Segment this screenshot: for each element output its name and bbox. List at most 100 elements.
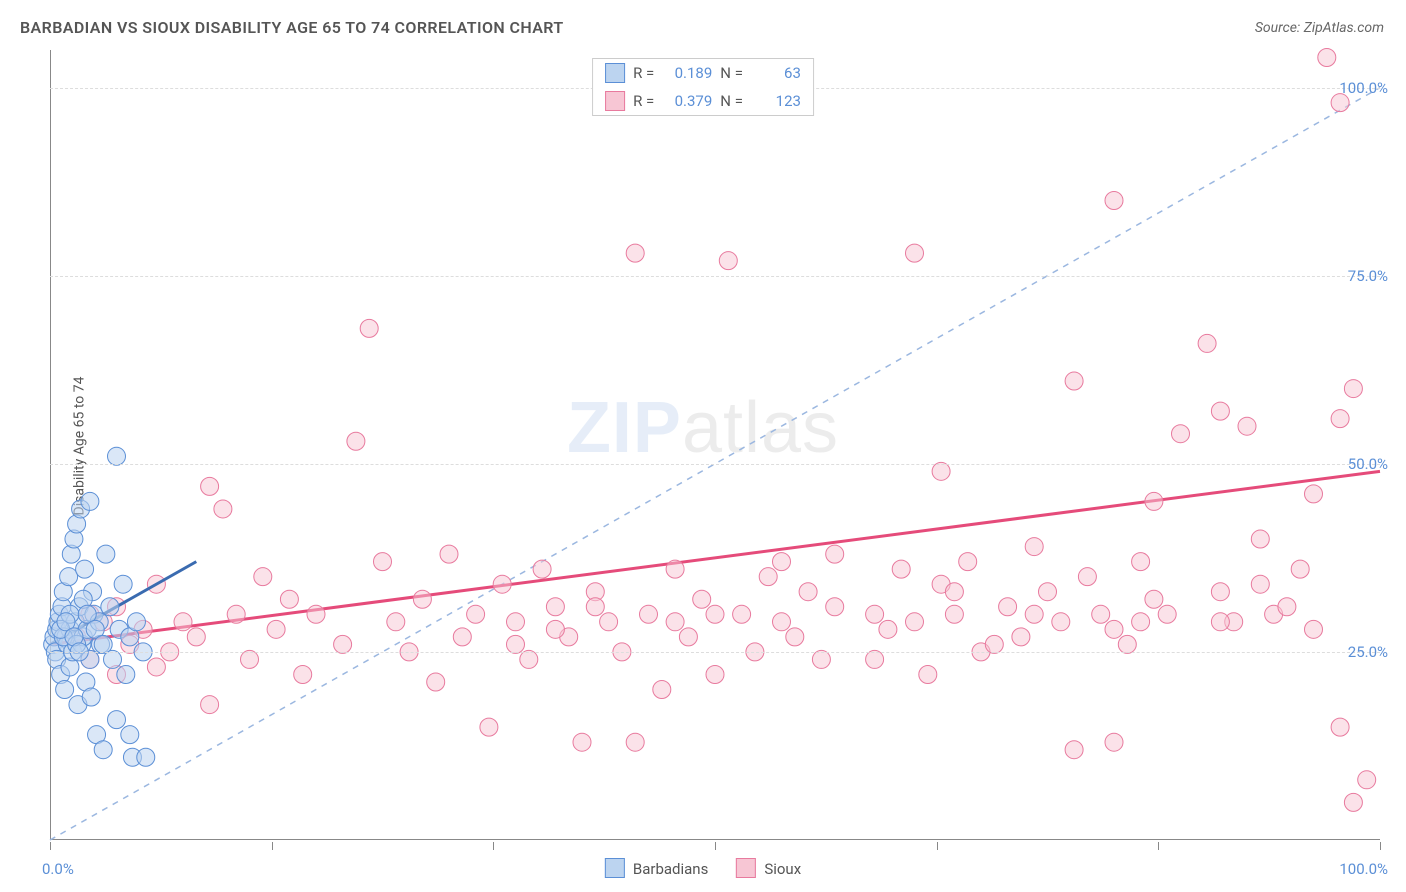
data-point-sioux [1158,605,1176,623]
data-point-barbadians [117,665,135,683]
data-point-sioux [374,553,392,571]
data-point-barbadians [121,726,139,744]
data-point-sioux [653,681,671,699]
data-point-sioux [1211,402,1229,420]
data-point-sioux [626,733,644,751]
series-legend: Barbadians Sioux [605,858,801,878]
data-point-sioux [1211,583,1229,601]
data-point-sioux [1132,613,1150,631]
data-point-sioux [706,665,724,683]
data-point-sioux [1132,553,1150,571]
data-point-sioux [985,635,1003,653]
legend-item-sioux: Sioux [736,858,801,878]
data-point-sioux [1025,538,1043,556]
data-point-sioux [1238,417,1256,435]
data-point-sioux [1065,741,1083,759]
data-point-sioux [147,658,165,676]
r-value-sioux: 0.379 [662,92,712,110]
n-label: N = [720,92,743,110]
data-point-sioux [693,590,711,608]
r-label: R = [633,92,654,110]
data-point-barbadians [82,688,100,706]
data-point-sioux [1344,793,1362,811]
data-point-sioux [360,319,378,337]
data-point-sioux [453,628,471,646]
data-point-sioux [214,500,232,518]
data-point-sioux [1145,590,1163,608]
chart-title: BARBADIAN VS SIOUX DISABILITY AGE 65 TO … [20,18,564,37]
x-axis-min-label: 0.0% [42,860,74,878]
data-point-sioux [294,665,312,683]
y-grid-label: 75.0% [1348,267,1388,285]
legend-row-sioux: R = 0.379 N = 123 [593,87,813,115]
data-point-sioux [1211,613,1229,631]
data-point-sioux [1145,492,1163,510]
data-point-barbadians [97,545,115,563]
data-point-sioux [440,545,458,563]
gridline [50,464,1380,465]
data-point-sioux [640,605,658,623]
data-point-sioux [1105,733,1123,751]
x-tick [493,842,494,850]
data-point-sioux [773,553,791,571]
swatch-sioux [605,91,625,111]
data-point-sioux [999,598,1017,616]
data-point-sioux [1291,560,1309,578]
r-label: R = [633,64,654,82]
data-point-sioux [945,605,963,623]
data-point-sioux [533,560,551,578]
data-point-sioux [799,583,817,601]
data-point-sioux [733,605,751,623]
data-point-sioux [786,628,804,646]
y-grid-label: 25.0% [1348,643,1388,661]
data-point-sioux [586,598,604,616]
data-point-sioux [1039,583,1057,601]
data-point-sioux [201,477,219,495]
legend-item-barbadians: Barbadians [605,858,708,878]
legend-row-barbadians: R = 0.189 N = 63 [593,59,813,87]
data-point-sioux [187,628,205,646]
data-point-sioux [267,620,285,638]
data-point-barbadians [114,575,132,593]
swatch-barbadians-bottom [605,858,625,878]
x-tick [715,842,716,850]
legend-label-sioux: Sioux [764,860,801,878]
data-point-sioux [467,605,485,623]
data-point-sioux [866,605,884,623]
data-point-sioux [1344,380,1362,398]
data-point-sioux [254,568,272,586]
data-point-sioux [932,462,950,480]
data-point-sioux [201,696,219,714]
data-point-sioux [959,553,977,571]
legend-label-barbadians: Barbadians [633,860,708,878]
data-point-sioux [1012,628,1030,646]
x-tick [1158,842,1159,850]
data-point-sioux [945,583,963,601]
data-point-sioux [1198,334,1216,352]
data-point-sioux [1318,49,1336,67]
chart-root: BARBADIAN VS SIOUX DISABILITY AGE 65 TO … [0,0,1406,892]
data-point-sioux [480,718,498,736]
data-point-sioux [826,598,844,616]
data-point-barbadians [94,741,112,759]
data-point-sioux [1078,568,1096,586]
data-point-sioux [1172,425,1190,443]
data-point-sioux [427,673,445,691]
data-point-barbadians [94,635,112,653]
data-point-sioux [1118,635,1136,653]
data-point-sioux [546,598,564,616]
data-point-sioux [719,252,737,270]
swatch-sioux-bottom [736,858,756,878]
n-value-sioux: 123 [751,92,801,110]
correlation-legend: R = 0.189 N = 63 R = 0.379 N = 123 [592,58,814,116]
data-point-sioux [387,613,405,631]
data-point-sioux [1105,620,1123,638]
data-point-sioux [706,605,724,623]
data-point-sioux [493,575,511,593]
data-point-sioux [866,650,884,668]
data-point-sioux [826,545,844,563]
data-point-sioux [227,605,245,623]
data-point-barbadians [60,568,78,586]
data-point-sioux [1092,605,1110,623]
data-point-barbadians [108,711,126,729]
